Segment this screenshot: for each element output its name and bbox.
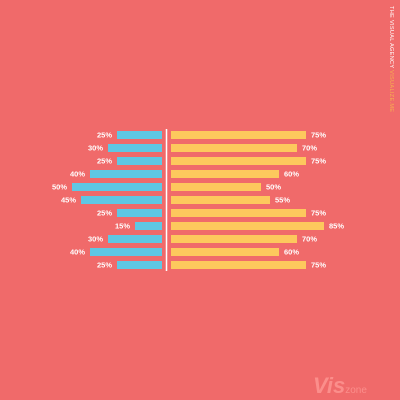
left-bar: [90, 248, 162, 256]
logo-sub-text: zone: [345, 385, 367, 396]
viszone-logo: Viszone: [313, 373, 367, 399]
left-bar: [117, 131, 162, 139]
right-bar: [171, 131, 306, 139]
right-bar-label: 50%: [266, 182, 281, 191]
right-bar-label: 75%: [311, 130, 326, 139]
left-bar: [108, 144, 162, 152]
right-bar: [171, 157, 306, 165]
left-bar: [135, 222, 162, 230]
left-bar-label: 40%: [70, 247, 85, 256]
left-bar: [117, 209, 162, 217]
right-bar: [171, 248, 279, 256]
right-bar-label: 60%: [284, 169, 299, 178]
right-bar-label: 55%: [275, 195, 290, 204]
left-bar-label: 45%: [61, 195, 76, 204]
right-bar-label: 85%: [329, 221, 344, 230]
left-bar: [108, 235, 162, 243]
right-bar-label: 70%: [302, 234, 317, 243]
right-bars-group: [171, 131, 324, 269]
logo-main-text: Vis: [313, 373, 346, 398]
left-bar: [81, 196, 162, 204]
left-bar-label: 40%: [70, 169, 85, 178]
left-bar: [72, 183, 162, 191]
right-bar: [171, 144, 297, 152]
agency-subtitle: VISUALIZE.ME: [388, 70, 394, 113]
left-labels-group: 25%30%25%40%50%45%25%15%30%40%25%: [52, 130, 130, 269]
right-bar: [171, 209, 306, 217]
left-bar-label: 25%: [97, 156, 112, 165]
right-bar: [171, 183, 261, 191]
agency-name: THE VISUAL AGENCY: [388, 6, 394, 69]
left-bar-label: 30%: [88, 234, 103, 243]
agency-credit: THE VISUAL AGENCY VISUALIZE.ME: [388, 6, 394, 112]
right-bar-label: 60%: [284, 247, 299, 256]
left-bar-label: 50%: [52, 182, 67, 191]
left-bars-group: [72, 131, 162, 269]
left-bar: [90, 170, 162, 178]
left-bar-label: 25%: [97, 130, 112, 139]
right-labels-group: 75%70%75%60%50%55%75%85%70%60%75%: [266, 130, 344, 269]
right-bar-label: 75%: [311, 208, 326, 217]
right-bar-label: 75%: [311, 260, 326, 269]
left-bar-label: 25%: [97, 208, 112, 217]
left-bar-label: 25%: [97, 260, 112, 269]
left-bar-label: 30%: [88, 143, 103, 152]
right-bar: [171, 261, 306, 269]
left-bar: [117, 157, 162, 165]
right-bar-label: 70%: [302, 143, 317, 152]
right-bar-label: 75%: [311, 156, 326, 165]
right-bar: [171, 235, 297, 243]
right-bar: [171, 222, 324, 230]
left-bar: [117, 261, 162, 269]
left-bar-label: 15%: [115, 221, 130, 230]
right-bar: [171, 196, 270, 204]
right-bar: [171, 170, 279, 178]
